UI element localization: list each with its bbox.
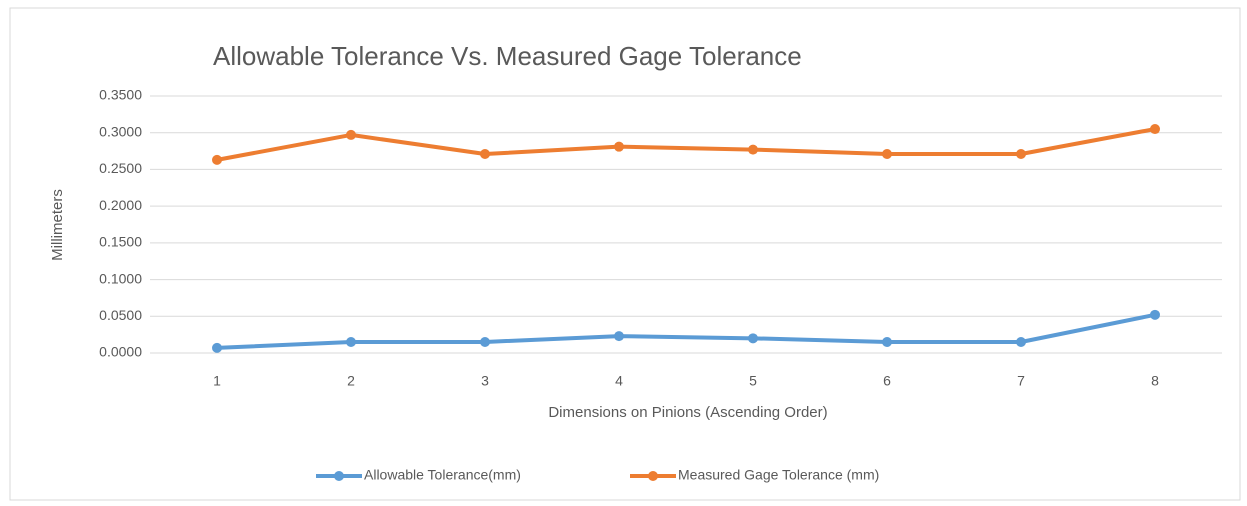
data-point xyxy=(480,336,490,347)
y-tick-label: 0.3500 xyxy=(99,87,142,103)
data-point xyxy=(346,336,356,347)
data-point xyxy=(346,129,356,140)
data-point xyxy=(614,331,624,342)
x-tick-label: 6 xyxy=(883,373,891,389)
x-axis-label: Dimensions on Pinions (Ascending Order) xyxy=(548,404,827,421)
data-point xyxy=(480,149,490,160)
x-tick-label: 1 xyxy=(213,373,221,389)
legend-label: Measured Gage Tolerance (mm) xyxy=(678,467,879,483)
legend-marker xyxy=(648,471,658,481)
y-axis-label: Millimeters xyxy=(49,189,66,261)
x-tick-label: 5 xyxy=(749,373,757,389)
x-tick-label: 8 xyxy=(1151,373,1159,389)
y-tick-label: 0.2000 xyxy=(99,197,142,213)
y-tick-label: 0.3000 xyxy=(99,123,142,139)
y-tick-label: 0.0500 xyxy=(99,307,142,323)
data-point xyxy=(1150,309,1160,320)
data-point xyxy=(1016,336,1026,347)
data-point xyxy=(882,149,892,160)
chart-frame xyxy=(9,7,1241,501)
data-point xyxy=(748,144,758,155)
y-tick-label: 0.1500 xyxy=(99,234,142,250)
series-line xyxy=(216,312,1156,350)
legend-marker xyxy=(334,471,344,481)
data-point xyxy=(212,154,222,165)
data-point xyxy=(1016,149,1026,160)
y-tick-label: 0.1000 xyxy=(99,270,142,286)
x-tick-label: 3 xyxy=(481,373,489,389)
x-tick-label: 7 xyxy=(1017,373,1025,389)
legend-label: Allowable Tolerance(mm) xyxy=(364,467,521,483)
y-tick-label: 0.0000 xyxy=(99,344,142,360)
y-tick-label: 0.2500 xyxy=(99,160,142,176)
data-point xyxy=(212,342,222,353)
x-tick-label: 2 xyxy=(347,373,355,389)
data-point xyxy=(1150,124,1160,135)
data-point xyxy=(748,333,758,344)
chart-title: Allowable Tolerance Vs. Measured Gage To… xyxy=(213,41,802,71)
data-point xyxy=(614,141,624,152)
series-line xyxy=(216,127,1156,162)
data-point xyxy=(882,336,892,347)
x-tick-label: 4 xyxy=(615,373,623,389)
